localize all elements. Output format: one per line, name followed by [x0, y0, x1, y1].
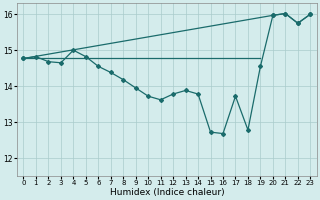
X-axis label: Humidex (Indice chaleur): Humidex (Indice chaleur)	[109, 188, 224, 197]
